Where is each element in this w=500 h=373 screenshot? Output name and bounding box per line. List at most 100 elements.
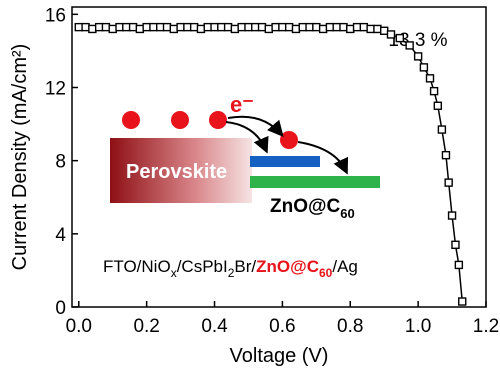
marker [305,22,314,32]
zno-layer [250,176,380,188]
marker [441,150,451,160]
marker [366,24,375,34]
marker [264,24,274,34]
device-part: /Ag [332,257,358,276]
marker [217,22,226,32]
y-tick-label: 12 [45,78,66,99]
marker [332,22,341,32]
y-tick-label: 16 [45,5,66,26]
marker [278,22,287,32]
device-label: FTO/NiOx/CsPbI2Br/ZnO@C60/Ag [103,257,358,280]
marker [81,22,90,32]
marker [128,22,138,32]
marker [135,24,145,34]
device-part: 60 [319,266,333,280]
electron [209,111,227,129]
electron [280,131,298,149]
x-tick-label: 0.2 [133,316,159,337]
marker [425,74,435,83]
marker [203,22,212,32]
x-tick-label: 0.6 [269,316,295,337]
marker [451,240,460,250]
x-axis-title: Voltage (V) [230,345,329,367]
marker [230,24,240,34]
marker [94,22,104,32]
device-part: ZnO@C [256,257,319,276]
etl-sub: 60 [340,206,354,221]
marker [437,125,447,134]
y-tick-label: 8 [55,152,66,173]
marker [395,33,405,43]
marker [101,22,111,32]
etl-text: ZnO@C [270,196,341,217]
marker [284,22,294,32]
marker [447,211,457,220]
marker [88,24,97,34]
inset: e⁻ Perovskite ZnO@C60 FTO/NiOx/CsPbI2Br/… [103,92,380,280]
marker [108,24,117,34]
marker [318,24,328,34]
perovskite-label: Perovskite [126,161,227,183]
marker [379,26,389,35]
marker [312,22,321,32]
perovskite-layer [110,138,252,203]
y-tick-label: 0 [55,298,66,319]
marker [433,101,443,110]
x-tick-label: 1.2 [473,316,499,337]
marker [373,24,382,34]
arrow [225,121,269,154]
marker [419,63,429,72]
electron [122,111,140,129]
marker [257,22,267,32]
marker [444,178,453,187]
marker [346,24,355,34]
c60-layer [250,156,320,167]
marker [271,22,280,32]
x-tick-label: 0.4 [201,316,228,337]
marker [405,41,414,50]
marker [237,22,246,32]
marker [359,22,369,32]
marker [244,22,253,32]
marker [122,22,131,32]
marker [156,22,165,32]
marker [149,22,158,32]
marker [74,22,83,32]
device-part: FTO/NiO [103,257,171,276]
marker [176,22,185,32]
electron [171,111,189,129]
marker [169,24,179,34]
marker [339,22,348,32]
device-part: Br/ [234,257,256,276]
marker [458,297,467,306]
device-part: x [171,266,177,280]
plot-frame [71,6,487,308]
x-tick-label: 1.0 [405,316,431,337]
marker [162,22,172,32]
marker [325,22,335,32]
marker [251,22,260,32]
marker [298,22,307,32]
x-tick-label: 0.8 [337,316,363,337]
marker [196,24,206,34]
marker [454,260,464,270]
x-tick-label: 0.0 [66,316,92,337]
arrow [297,141,349,175]
marker [183,22,192,32]
marker [210,22,219,32]
marker [429,86,439,96]
device-part: /CsPbI [177,257,228,276]
marker [142,22,151,32]
marker [223,22,233,32]
device-part: 2 [228,266,235,280]
marker [386,30,396,39]
marker [291,24,301,34]
marker [352,22,362,32]
marker [189,22,199,32]
marker [413,52,423,61]
y-tick-label: 4 [55,225,66,246]
electron-label: e⁻ [230,92,254,117]
y-axis-title: Current Density (mA/cm²) [9,44,31,271]
arrow [227,115,284,138]
